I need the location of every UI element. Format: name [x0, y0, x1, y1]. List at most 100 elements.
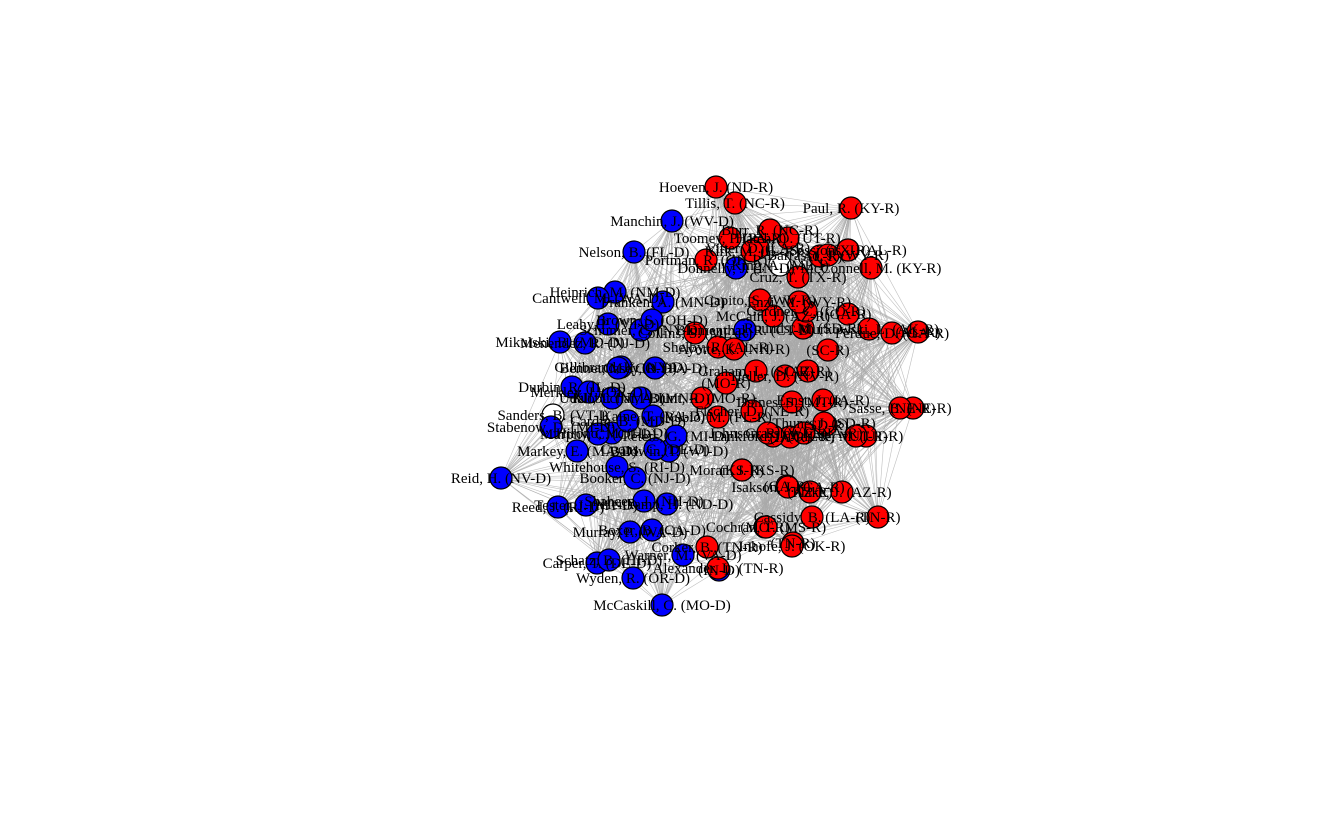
senator-label: (SD-R) [804, 418, 848, 434]
network-edge [671, 220, 677, 437]
network-edge [694, 328, 870, 334]
senator-label: Lee, M. (UT-R) [809, 429, 903, 445]
network-edge [675, 432, 769, 437]
senator-node [723, 191, 747, 215]
senator-label: Cochran, T. (MS-R) [706, 520, 826, 536]
network-edge [652, 410, 753, 417]
network-edge [694, 276, 799, 334]
senator-node [643, 356, 667, 380]
senator-label: Shelby, R. (AL-R) [663, 340, 774, 356]
senator-label: (AZ-R) [788, 485, 833, 501]
senator-node [798, 480, 822, 504]
senator-label: Nelson, B. (FL-D) [579, 245, 690, 261]
senator-label: (GA-R) [764, 479, 811, 495]
senator-label: Tester, J. (MT-D) [534, 498, 638, 514]
senator-label: (NE-R) [891, 401, 936, 417]
network-edge [797, 276, 901, 409]
network-edge [662, 267, 737, 303]
senator-node [836, 302, 860, 326]
senator-node [574, 493, 598, 517]
senator-label: (IA-R) [770, 430, 811, 446]
senator-label: Sasse, B. (NE-R) [848, 401, 951, 417]
senator-label: Merkley, J. (OR-D) [530, 385, 647, 401]
senator-label: Cassidy, B. (LA-R) [754, 510, 871, 526]
senator-label: Kirk, M. (IL-R) [705, 244, 800, 260]
senator-node [586, 286, 610, 310]
network-edge [557, 386, 573, 508]
senator-node [756, 421, 780, 445]
senator-node [830, 480, 854, 504]
network-edge [822, 399, 901, 409]
senator-label: Perdue, D. (GA-R) [835, 326, 949, 342]
senator-label: Wyden, R. (OR-D) [576, 571, 690, 587]
senator-label: Carper, T. (DE-D) [543, 556, 652, 572]
senator-label: Stabenow, D. (MI-D) [487, 420, 615, 436]
senator-label: Franken, A. (MN-D) [601, 295, 725, 311]
network-edge [855, 332, 893, 437]
senator-node [740, 239, 764, 263]
network-edge [597, 433, 631, 533]
senator-label: (AL-R) [896, 325, 941, 341]
network-edge [717, 516, 813, 569]
senator-node [816, 338, 840, 362]
network-edge [662, 301, 670, 452]
network-edge [705, 259, 743, 471]
senator-node [811, 388, 835, 412]
senator-node [664, 424, 688, 448]
senator-node [796, 359, 820, 383]
network-edge [694, 264, 781, 334]
senator-label: Murray, P. (WA-D) [573, 525, 688, 541]
network-edge [643, 399, 824, 502]
senator-label: (MO-R) [740, 520, 789, 536]
network-edge [847, 249, 893, 334]
senator-node [768, 253, 792, 277]
senator-label: Mikulski, B. (MD-D) [495, 335, 624, 351]
network-edge [822, 328, 870, 401]
network-edge [571, 386, 634, 579]
network-edge [877, 407, 914, 518]
network-edge [767, 328, 870, 434]
network-edge [597, 433, 813, 518]
senator-node [748, 288, 772, 312]
senator-node [651, 290, 675, 314]
senator-node [621, 566, 645, 590]
senator-label: (AZ-R) [786, 364, 831, 380]
network-edge [765, 435, 774, 528]
senator-label: Cardin, B. (MD-D) [570, 414, 686, 430]
network-edge [868, 328, 879, 518]
senator-node [780, 534, 804, 558]
network-edge [559, 341, 613, 399]
senator-label: (KS-R) [720, 463, 764, 479]
network-edge [651, 529, 663, 606]
senator-label: McCaskill, C. (MO-D) [593, 598, 731, 614]
senator-label: Markey, E. (MA-D) [517, 444, 637, 460]
network-edge [671, 207, 852, 222]
network-edge [877, 332, 893, 518]
network-edge [571, 386, 610, 561]
senator-label: (TN-R) [771, 536, 816, 552]
network-edge [705, 259, 800, 303]
senator-label: Cruz, T. (TX-R) [750, 270, 847, 286]
senator-label: (IN-D) [698, 563, 740, 579]
senator-node [754, 515, 778, 539]
senator-label: Donnelly, J. (IN-D) [677, 261, 794, 277]
senator-node [857, 317, 881, 341]
senator-label: Tillis, T. (NC-R) [685, 196, 785, 212]
network-edge [841, 332, 893, 493]
network-edge [733, 327, 804, 350]
network-edge [819, 255, 919, 333]
senator-node [722, 337, 746, 361]
network-edge [675, 375, 786, 437]
senator-label: Gardner, C. (CO-R) [746, 304, 865, 320]
senator-node [906, 320, 930, 344]
network-edge [791, 516, 879, 547]
network-edge [662, 301, 677, 437]
network-edge [765, 432, 769, 528]
network-edge [666, 267, 737, 505]
network-edge [557, 506, 610, 561]
network-edge [640, 315, 774, 331]
senator-node [606, 356, 630, 380]
network-edge [847, 249, 870, 330]
